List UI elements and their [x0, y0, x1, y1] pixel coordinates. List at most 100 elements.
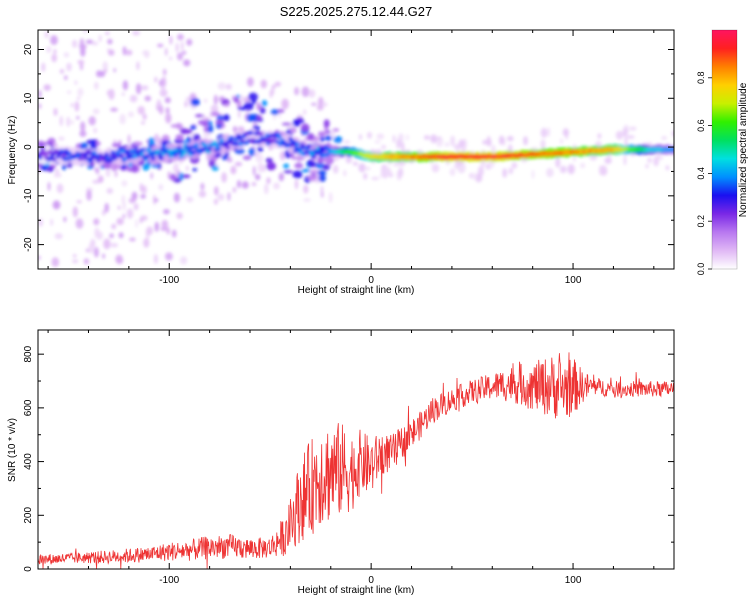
- spectrogram-feature: [215, 119, 224, 126]
- spectrogram-speckle: [125, 49, 133, 56]
- spectrogram-speckle: [308, 89, 316, 98]
- spectrogram-speckle: [236, 180, 242, 189]
- spectrogram-feature: [111, 143, 121, 147]
- spectrogram-speckle: [119, 113, 126, 125]
- spectrogram-speckle: [262, 164, 266, 172]
- spectrogram-speckle: [58, 136, 65, 141]
- spectrogram-speckle: [455, 146, 460, 152]
- spectrogram-speckle: [200, 182, 205, 191]
- spectrogram-feature: [259, 107, 266, 114]
- spectrogram-ylabel: Frequency (Hz): [7, 116, 18, 185]
- spectrogram-speckle: [161, 219, 169, 230]
- spectrogram-feature: [266, 162, 276, 171]
- spectrogram-speckle: [146, 226, 154, 235]
- spectrogram-speckle: [217, 82, 226, 90]
- spectrogram-ridge-core: [51, 157, 57, 162]
- spectrogram-speckle: [392, 134, 396, 143]
- colorbar-gradient: [712, 30, 737, 269]
- spectrogram-speckle: [176, 52, 184, 61]
- spectrogram-speckle: [555, 157, 561, 168]
- spectrogram-speckle: [540, 139, 546, 149]
- spectrogram-speckle: [661, 136, 668, 140]
- spectrogram-speckle: [271, 84, 276, 89]
- spectrogram-speckle: [103, 238, 111, 250]
- spectrogram-feature: [292, 170, 303, 179]
- spectrogram-speckle: [74, 80, 78, 85]
- colorbar-ticks: 0.0 0.2 0.4 0.6 0.8: [696, 72, 712, 275]
- spectrogram-speckle: [217, 193, 225, 201]
- spectrogram-speckle: [102, 61, 108, 72]
- spectrogram-speckle: [257, 163, 264, 173]
- spectrogram-speckle: [165, 47, 168, 57]
- spectrogram-speckle: [237, 110, 241, 119]
- spectrogram-speckle: [177, 33, 184, 41]
- spectrogram-feature: [211, 165, 219, 171]
- spectrogram-speckle: [104, 31, 110, 36]
- spectrogram-speckle: [444, 142, 450, 147]
- spectrogram-speckle: [279, 151, 286, 161]
- spectrogram-speckle: [114, 170, 118, 178]
- spectrogram-speckle: [153, 133, 160, 142]
- spectrogram-speckle: [165, 113, 172, 124]
- spectrogram-speckle: [94, 227, 100, 239]
- spectrogram-feature: [322, 164, 331, 171]
- spectrogram-speckle: [105, 168, 111, 178]
- spectrogram-feature: [315, 162, 325, 169]
- spectrogram-speckle: [53, 108, 58, 116]
- spectrogram-speckle: [270, 87, 275, 95]
- spectrogram-feature: [320, 136, 325, 143]
- spectrogram-speckle: [141, 185, 147, 194]
- spectrogram-ridge-core: [229, 135, 235, 141]
- spectrogram-speckle: [38, 89, 42, 99]
- spectrogram-ridge-core: [158, 156, 164, 161]
- spectrogram-speckle: [70, 120, 74, 125]
- spectrogram-speckle: [162, 68, 167, 76]
- spectrogram-speckle: [104, 202, 109, 213]
- spectrogram-speckle: [161, 76, 167, 87]
- spectrogram-ridge-core: [185, 145, 190, 150]
- spectrogram-speckle: [624, 136, 628, 146]
- spectrogram-speckle: [93, 218, 100, 226]
- snr-panel: -100 0 100 0 200 400 600 800 Height of straight…: [7, 329, 675, 596]
- spectrogram-speckle: [398, 167, 404, 178]
- spectrogram-feature: [252, 99, 257, 105]
- spectrogram-speckle: [303, 198, 311, 202]
- spectrogram-heatmap: [38, 30, 674, 267]
- spectrogram-speckle: [183, 59, 191, 67]
- spectrogram-ridge-core: [92, 150, 97, 156]
- spectrogram-ridge-core: [182, 151, 187, 156]
- spectrogram-speckle: [450, 135, 455, 147]
- spectrogram-speckle: [255, 153, 264, 163]
- spectrogram-feature: [256, 114, 262, 122]
- spectrogram-speckle: [626, 135, 635, 139]
- spectrogram-feature: [222, 114, 230, 122]
- spectrogram-speckle: [59, 115, 63, 127]
- spectrogram-ridge-core: [150, 156, 156, 161]
- spectrogram-ridge-core: [219, 138, 225, 143]
- spectrogram-feature: [175, 122, 182, 130]
- spectrogram-feature: [207, 120, 213, 126]
- spectrogram-speckle: [122, 46, 127, 56]
- snr-xtick-label: -100: [159, 575, 179, 586]
- spectrogram-speckle: [83, 258, 90, 265]
- spectrogram-feature: [296, 117, 304, 121]
- spectrogram-speckle: [118, 232, 124, 239]
- spectrogram-feature: [283, 170, 294, 174]
- spectrogram-ridge-core: [140, 147, 146, 153]
- spectrogram-xtick-label: 0: [368, 275, 374, 286]
- spectrogram-speckle: [303, 109, 307, 115]
- spectrogram-speckle: [92, 180, 100, 184]
- spectrogram-speckle: [398, 133, 404, 142]
- spectrogram-speckle: [43, 84, 51, 91]
- spectrogram-speckle: [449, 168, 456, 176]
- spectrogram-ridge-core: [311, 154, 316, 159]
- figure-title: S225.2025.275.12.44.G27: [280, 4, 433, 19]
- spectrogram-ridge-core: [264, 133, 270, 138]
- spectrogram-speckle: [430, 134, 438, 144]
- spectrogram-speckle: [311, 102, 317, 106]
- spectrogram-speckle: [135, 83, 142, 95]
- spectrogram-speckle: [363, 172, 368, 180]
- spectrogram-feature: [256, 102, 261, 111]
- spectrogram-speckle: [225, 83, 232, 90]
